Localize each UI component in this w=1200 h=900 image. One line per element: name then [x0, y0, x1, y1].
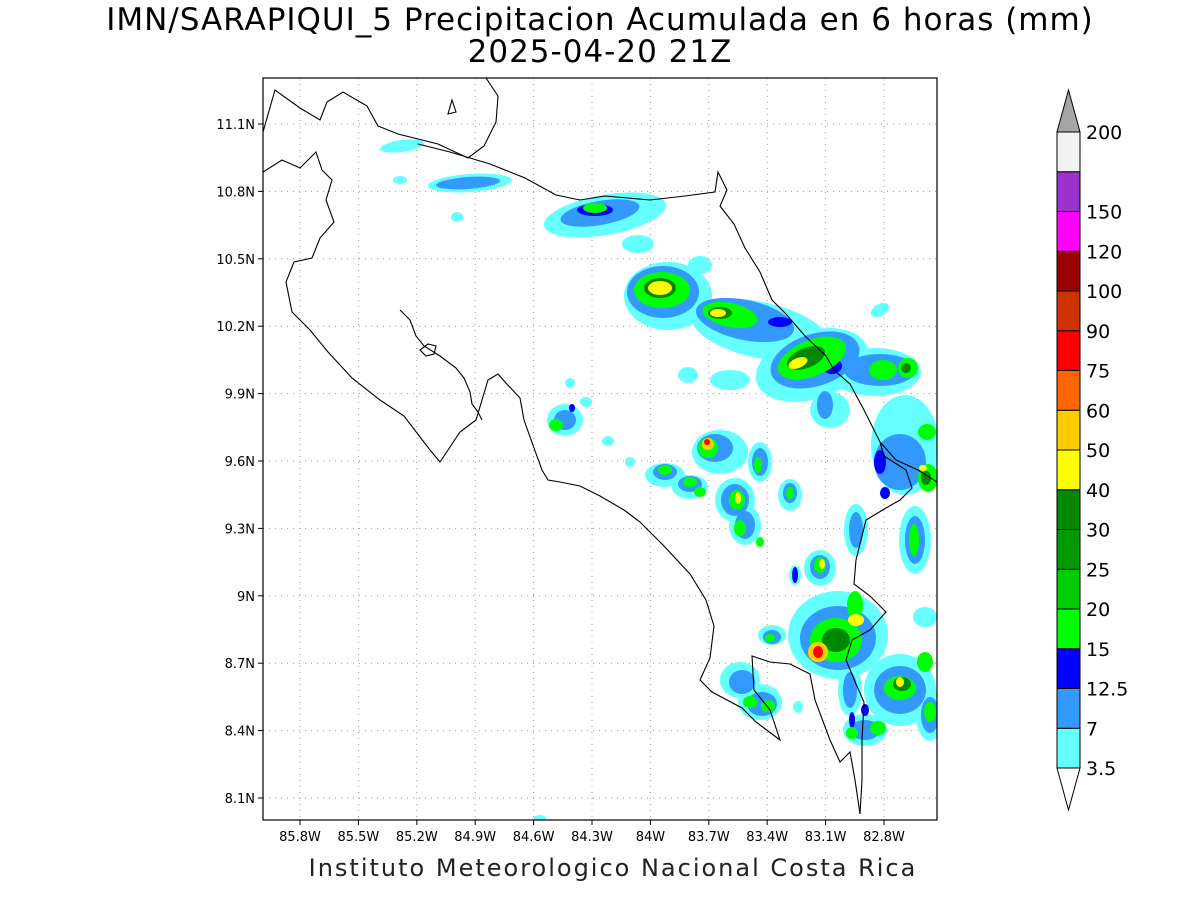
legend-swatch [1056, 409, 1081, 451]
legend-swatch [1056, 568, 1081, 610]
legend-level-label: 12.5 [1086, 679, 1128, 701]
legend-level-label: 40 [1086, 480, 1110, 502]
legend-swatch [1056, 370, 1081, 411]
lon-tick-label: 83.4W [746, 830, 788, 845]
map-datetime: 2025-04-20 21Z [467, 34, 733, 70]
lat-tick-label: 10.5N [216, 253, 255, 268]
lat-tick-label: 10.2N [216, 320, 255, 335]
legend-level-label: 25 [1086, 559, 1110, 581]
map-axes: 11.1N 10.8N 10.5N 10.2N 9.9N 9.6N 9.3N 9N 8.7N 8.… [216, 118, 905, 845]
lon-tick-label: 84.9W [454, 830, 496, 845]
lon-tick-label: 85.5W [337, 830, 379, 845]
legend-level-label: 75 [1086, 361, 1110, 383]
legend-min-arrow [1056, 767, 1081, 812]
legend-swatch [1056, 608, 1081, 650]
legend-swatch [1056, 290, 1081, 332]
caribbean-coast [719, 189, 937, 483]
map-frame [262, 77, 938, 821]
legend-level-label: 120 [1086, 241, 1122, 263]
lat-tick-label: 8.7N [225, 657, 255, 672]
lat-tick-label: 8.4N [225, 725, 255, 740]
lat-tick-label: 9.6N [225, 455, 255, 470]
legend-level-label: 90 [1086, 321, 1110, 343]
lon-tick-label: 83.1W [805, 830, 847, 845]
lon-tick-label: 83.7W [688, 830, 730, 845]
legend-level-label: 200 [1086, 122, 1122, 144]
legend-level-label: 50 [1086, 440, 1110, 462]
lon-tick-label: 84.3W [571, 830, 613, 845]
legend-swatch [1056, 250, 1081, 292]
legend-level-label: 3.5 [1086, 758, 1116, 780]
lat-tick-label: 9N [237, 590, 255, 605]
lon-tick-label: 85.8W [279, 830, 321, 845]
legend-level-label: 60 [1086, 400, 1110, 422]
coastline-border [263, 78, 937, 815]
panama-border [845, 441, 913, 815]
legend-swatch [1056, 171, 1081, 212]
precipitation-field [380, 139, 937, 820]
costa-rica-pacific-coast [263, 150, 861, 815]
lon-tick-label: 84W [636, 830, 666, 845]
rain-level-7 [436, 176, 937, 740]
lat-tick-label: 9.9N [225, 388, 255, 403]
rain-level-75 [704, 439, 823, 658]
legend-swatch [1056, 727, 1081, 769]
chira-island [419, 343, 437, 357]
nicaragua-costa-rica-border [417, 143, 728, 201]
lat-tick-label: 9.3N [225, 522, 255, 537]
legend-level-label: 150 [1086, 202, 1122, 224]
legend-swatch [1056, 489, 1081, 530]
lon-tick-label: 82.8W [863, 830, 905, 845]
legend-swatch [1056, 131, 1081, 173]
legend-level-label: 100 [1086, 281, 1122, 303]
lon-tick-label: 85.2W [396, 830, 438, 845]
legend-swatch [1056, 688, 1081, 729]
legend-swatch [1056, 211, 1081, 252]
nicaragua-coast [263, 78, 499, 159]
precipitation-legend: 3.5 7 12.5 15 20 25 30 40 50 60 75 90 100 120 150 200 [1056, 88, 1128, 812]
lat-tick-label: 10.8N [216, 185, 255, 200]
credit-text: Instituto Meteorologico Nacional Costa R… [308, 854, 918, 882]
legend-level-label: 20 [1086, 599, 1110, 621]
lat-tick-label: 11.1N [216, 118, 255, 133]
legend-swatch [1056, 449, 1081, 491]
legend-level-label: 15 [1086, 639, 1110, 661]
legend-swatch [1056, 648, 1081, 689]
graticule [263, 78, 937, 820]
legend-level-label: 7 [1086, 718, 1098, 740]
map-title: IMN/SARAPIQUI_5 Precipitacion Acumulada … [106, 2, 1094, 38]
legend-swatch [1056, 529, 1081, 570]
nicoya-inner-coast [399, 309, 483, 421]
legend-level-label: 30 [1086, 520, 1110, 542]
lat-tick-label: 8.1N [225, 792, 255, 807]
rain-level-40 [648, 281, 927, 687]
lon-tick-label: 84.6W [513, 830, 555, 845]
legend-max-arrow [1056, 88, 1081, 133]
island-nicaragua [447, 98, 457, 115]
legend-swatch [1056, 330, 1081, 371]
